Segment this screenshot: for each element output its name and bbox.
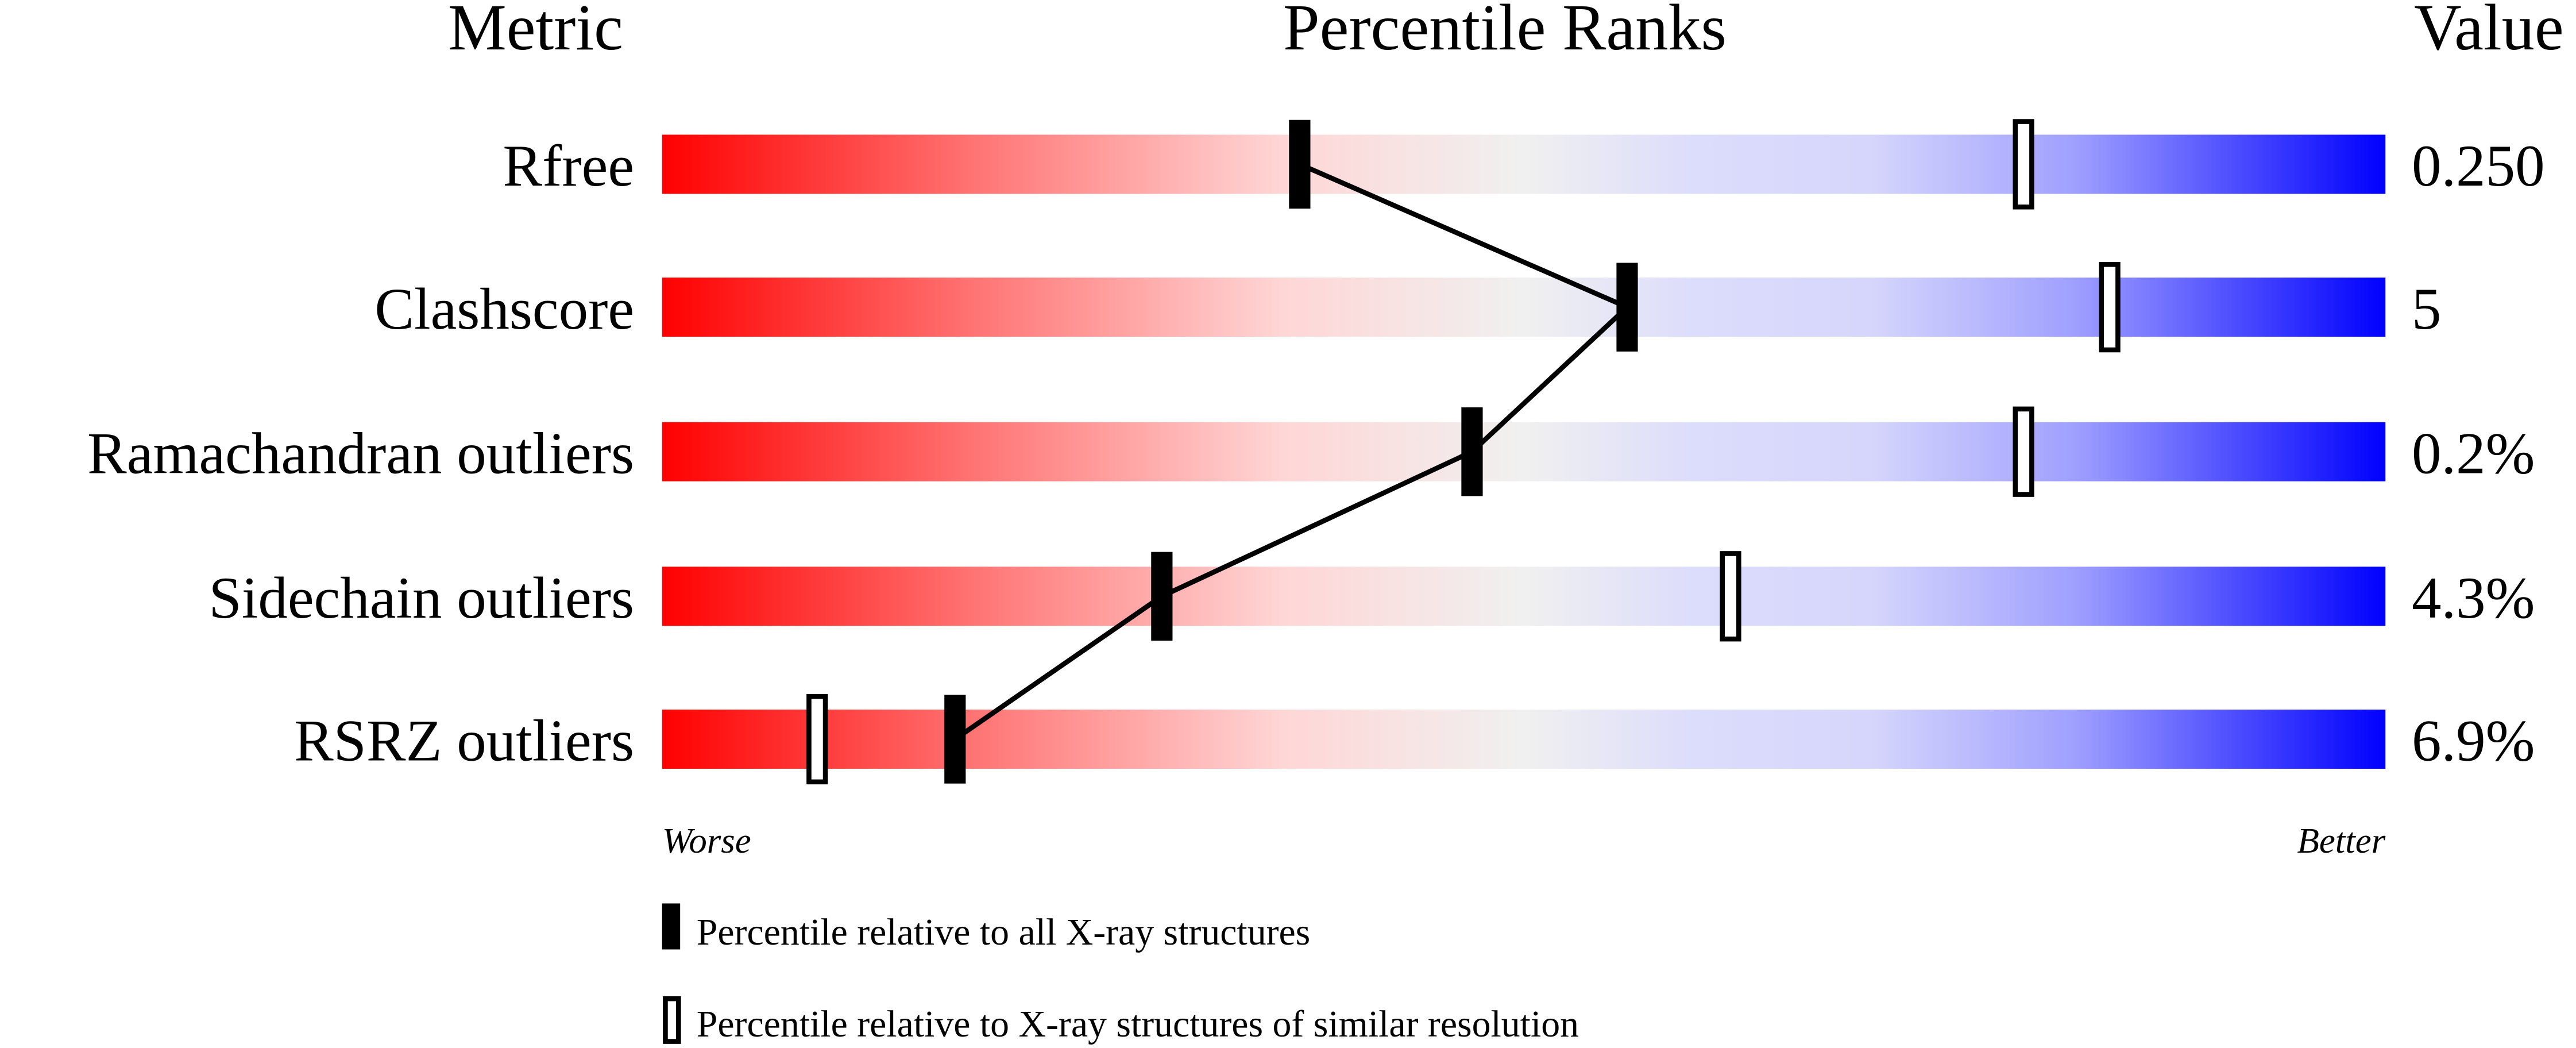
metric-label: Ramachandran outliers: [87, 421, 634, 486]
all-structures-marker: [944, 695, 966, 784]
legend-filled-label: Percentile relative to all X-ray structu…: [697, 911, 1311, 953]
percentile-bar: [662, 134, 2386, 194]
similar-resolution-marker: [2013, 406, 2034, 497]
legend-open-label: Percentile relative to X-ray structures …: [697, 1003, 1579, 1045]
legend-open-marker: [663, 996, 681, 1044]
percentile-bar: [662, 710, 2386, 769]
chart-title: Percentile Ranks: [1283, 0, 1727, 64]
all-structures-marker: [1151, 552, 1173, 641]
percentile-bar: [662, 422, 2386, 481]
all-structures-marker: [1289, 120, 1311, 209]
similar-resolution-marker: [1720, 551, 1741, 642]
legend-filled-marker: [662, 903, 681, 950]
value-header: Value: [2414, 0, 2563, 64]
similar-resolution-marker: [806, 693, 828, 785]
all-structures-marker: [1461, 407, 1483, 496]
metric-value: 4.3%: [2412, 565, 2535, 631]
metric-label: Sidechain outliers: [208, 565, 634, 631]
all-structures-marker: [1616, 263, 1638, 352]
metric-label: RSRZ outliers: [294, 708, 634, 774]
better-label: Better: [2297, 820, 2385, 861]
metric-header: Metric: [448, 0, 623, 64]
worse-label: Worse: [662, 820, 751, 861]
percentile-bar: [662, 278, 2386, 337]
metric-label: Clashscore: [374, 276, 634, 342]
similar-resolution-marker: [2013, 119, 2034, 210]
metric-value: 6.9%: [2412, 708, 2535, 774]
metric-value: 0.250: [2412, 133, 2545, 199]
metric-value: 5: [2412, 276, 2441, 342]
metric-label: Rfree: [503, 133, 634, 199]
percentile-bar: [662, 567, 2386, 626]
metric-value: 0.2%: [2412, 421, 2535, 486]
similar-resolution-marker: [2099, 261, 2121, 353]
